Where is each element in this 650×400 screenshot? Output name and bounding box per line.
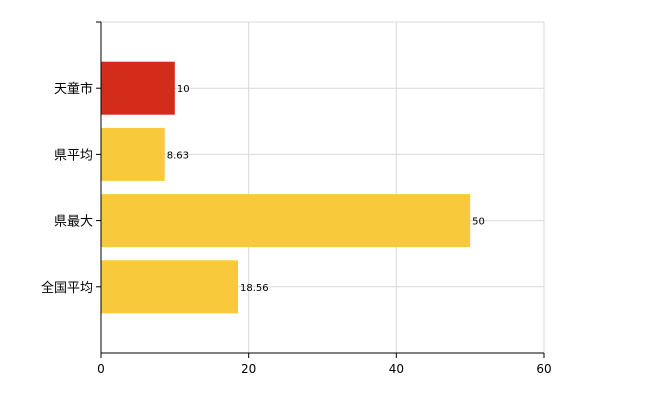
- category-label-1: 県平均: [54, 148, 93, 163]
- bar-1: [101, 127, 165, 181]
- x-tick-label-1: 20: [241, 362, 256, 376]
- bar-0: [101, 61, 175, 115]
- data-label-1: 8.63: [167, 150, 189, 161]
- x-tick-label-2: 40: [389, 362, 404, 376]
- category-label-3: 全国平均: [41, 280, 93, 296]
- x-tick-label-0: 0: [97, 362, 105, 376]
- data-label-3: 18.56: [240, 283, 269, 294]
- bar-3: [101, 260, 239, 314]
- category-label-0: 天童市: [54, 81, 93, 97]
- category-label-2: 県最大: [54, 215, 93, 230]
- data-label-0: 10: [177, 84, 190, 95]
- x-tick-label-3: 60: [536, 362, 551, 376]
- data-label-2: 50: [472, 217, 485, 228]
- bar-2: [101, 194, 471, 248]
